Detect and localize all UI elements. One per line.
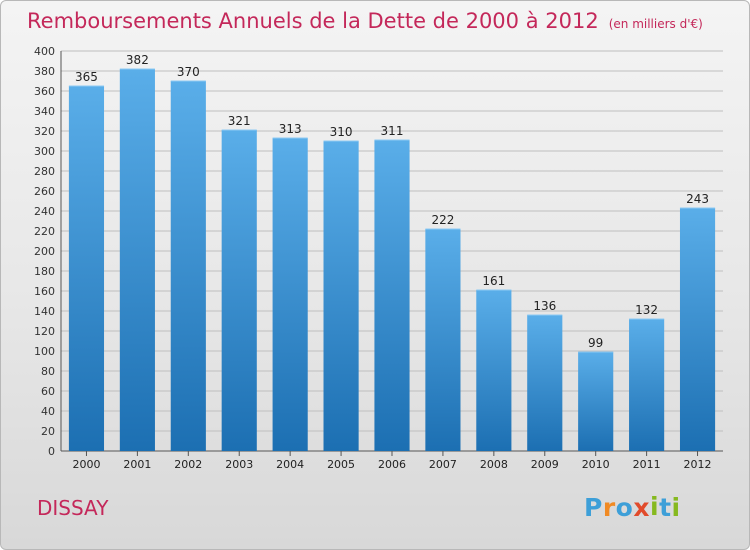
value-label: 161 bbox=[482, 274, 505, 288]
y-tick-label: 140 bbox=[34, 305, 55, 318]
x-tick-label: 2001 bbox=[123, 458, 151, 471]
x-tick-label: 2000 bbox=[72, 458, 100, 471]
value-labels: 365 382 370 321 313 310 311 222 161 136 99 132 243 bbox=[75, 53, 709, 350]
y-tick-label: 200 bbox=[34, 245, 55, 258]
proxiti-logo[interactable]: Proxiti bbox=[584, 492, 681, 522]
y-tick-label: 320 bbox=[34, 125, 55, 138]
y-tick-label: 220 bbox=[34, 225, 55, 238]
y-tick-label: 340 bbox=[34, 105, 55, 118]
y-tick-label: 40 bbox=[41, 405, 55, 418]
bar bbox=[374, 140, 410, 451]
logo-letter: i bbox=[650, 492, 660, 521]
y-tick-label: 80 bbox=[41, 365, 55, 378]
bar bbox=[221, 130, 257, 451]
x-tick-label: 2009 bbox=[531, 458, 559, 471]
x-tick-label: 2010 bbox=[582, 458, 610, 471]
logo-letter: i bbox=[671, 493, 681, 522]
bar bbox=[119, 69, 155, 451]
y-tick-label: 160 bbox=[34, 285, 55, 298]
y-tick-label: 20 bbox=[41, 425, 55, 438]
value-label: 222 bbox=[431, 213, 454, 227]
bar bbox=[68, 86, 105, 451]
y-tick-label: 300 bbox=[34, 145, 55, 158]
value-label: 243 bbox=[686, 192, 709, 206]
x-tick-label: 2002 bbox=[174, 458, 202, 471]
y-tick-label: 100 bbox=[34, 345, 55, 358]
value-label: 313 bbox=[279, 122, 302, 136]
logo-letter: x bbox=[633, 493, 650, 522]
y-tick-label: 180 bbox=[34, 265, 55, 278]
value-label: 310 bbox=[330, 125, 353, 139]
value-label: 99 bbox=[588, 336, 603, 350]
value-label: 132 bbox=[635, 303, 658, 317]
bar bbox=[578, 352, 614, 451]
y-tick-label: 120 bbox=[34, 325, 55, 338]
x-tick-label: 2006 bbox=[378, 458, 406, 471]
y-tick-label: 360 bbox=[34, 85, 55, 98]
x-tick-label: 2007 bbox=[429, 458, 457, 471]
commune-name: DISSAY bbox=[37, 496, 109, 520]
x-tick-label: 2012 bbox=[684, 458, 712, 471]
bar bbox=[170, 81, 206, 451]
bar bbox=[425, 229, 461, 451]
chart-title: Remboursements Annuels de la Dette de 20… bbox=[27, 9, 703, 33]
y-tick-label: 60 bbox=[41, 385, 55, 398]
y-tick-label: 400 bbox=[34, 45, 55, 58]
logo-letter: r bbox=[602, 493, 616, 522]
value-label: 321 bbox=[228, 114, 251, 128]
y-tick-label: 0 bbox=[48, 445, 55, 458]
x-tick-label: 2003 bbox=[225, 458, 253, 471]
x-tick-label: 2011 bbox=[633, 458, 661, 471]
value-label: 370 bbox=[177, 65, 200, 79]
chart-title-unit: (en milliers d'€) bbox=[608, 17, 703, 31]
bar bbox=[527, 315, 563, 451]
bars bbox=[68, 68, 716, 451]
y-tick-label: 240 bbox=[34, 205, 55, 218]
logo-letter: P bbox=[584, 493, 603, 522]
logo-letter: o bbox=[615, 493, 634, 522]
value-label: 136 bbox=[533, 299, 556, 313]
value-label: 311 bbox=[381, 124, 404, 138]
logo-letter: t bbox=[659, 493, 672, 522]
bar bbox=[272, 138, 308, 451]
y-tick-label: 260 bbox=[34, 185, 55, 198]
y-tick-label: 280 bbox=[34, 165, 55, 178]
bar bbox=[323, 141, 359, 451]
value-label: 365 bbox=[75, 70, 98, 84]
bar bbox=[476, 290, 512, 451]
x-tick-label: 2005 bbox=[327, 458, 355, 471]
axes: 0 20 40 60 80 100 120 140 160 180 200 220 240 260 280 3… bbox=[34, 45, 723, 471]
x-tick-label: 2004 bbox=[276, 458, 304, 471]
x-tick-label: 2008 bbox=[480, 458, 508, 471]
chart-title-main: Remboursements Annuels de la Dette de 20… bbox=[27, 9, 599, 33]
bar bbox=[679, 208, 716, 451]
value-label: 382 bbox=[126, 53, 149, 67]
bar bbox=[629, 319, 665, 451]
y-tick-label: 380 bbox=[34, 65, 55, 78]
